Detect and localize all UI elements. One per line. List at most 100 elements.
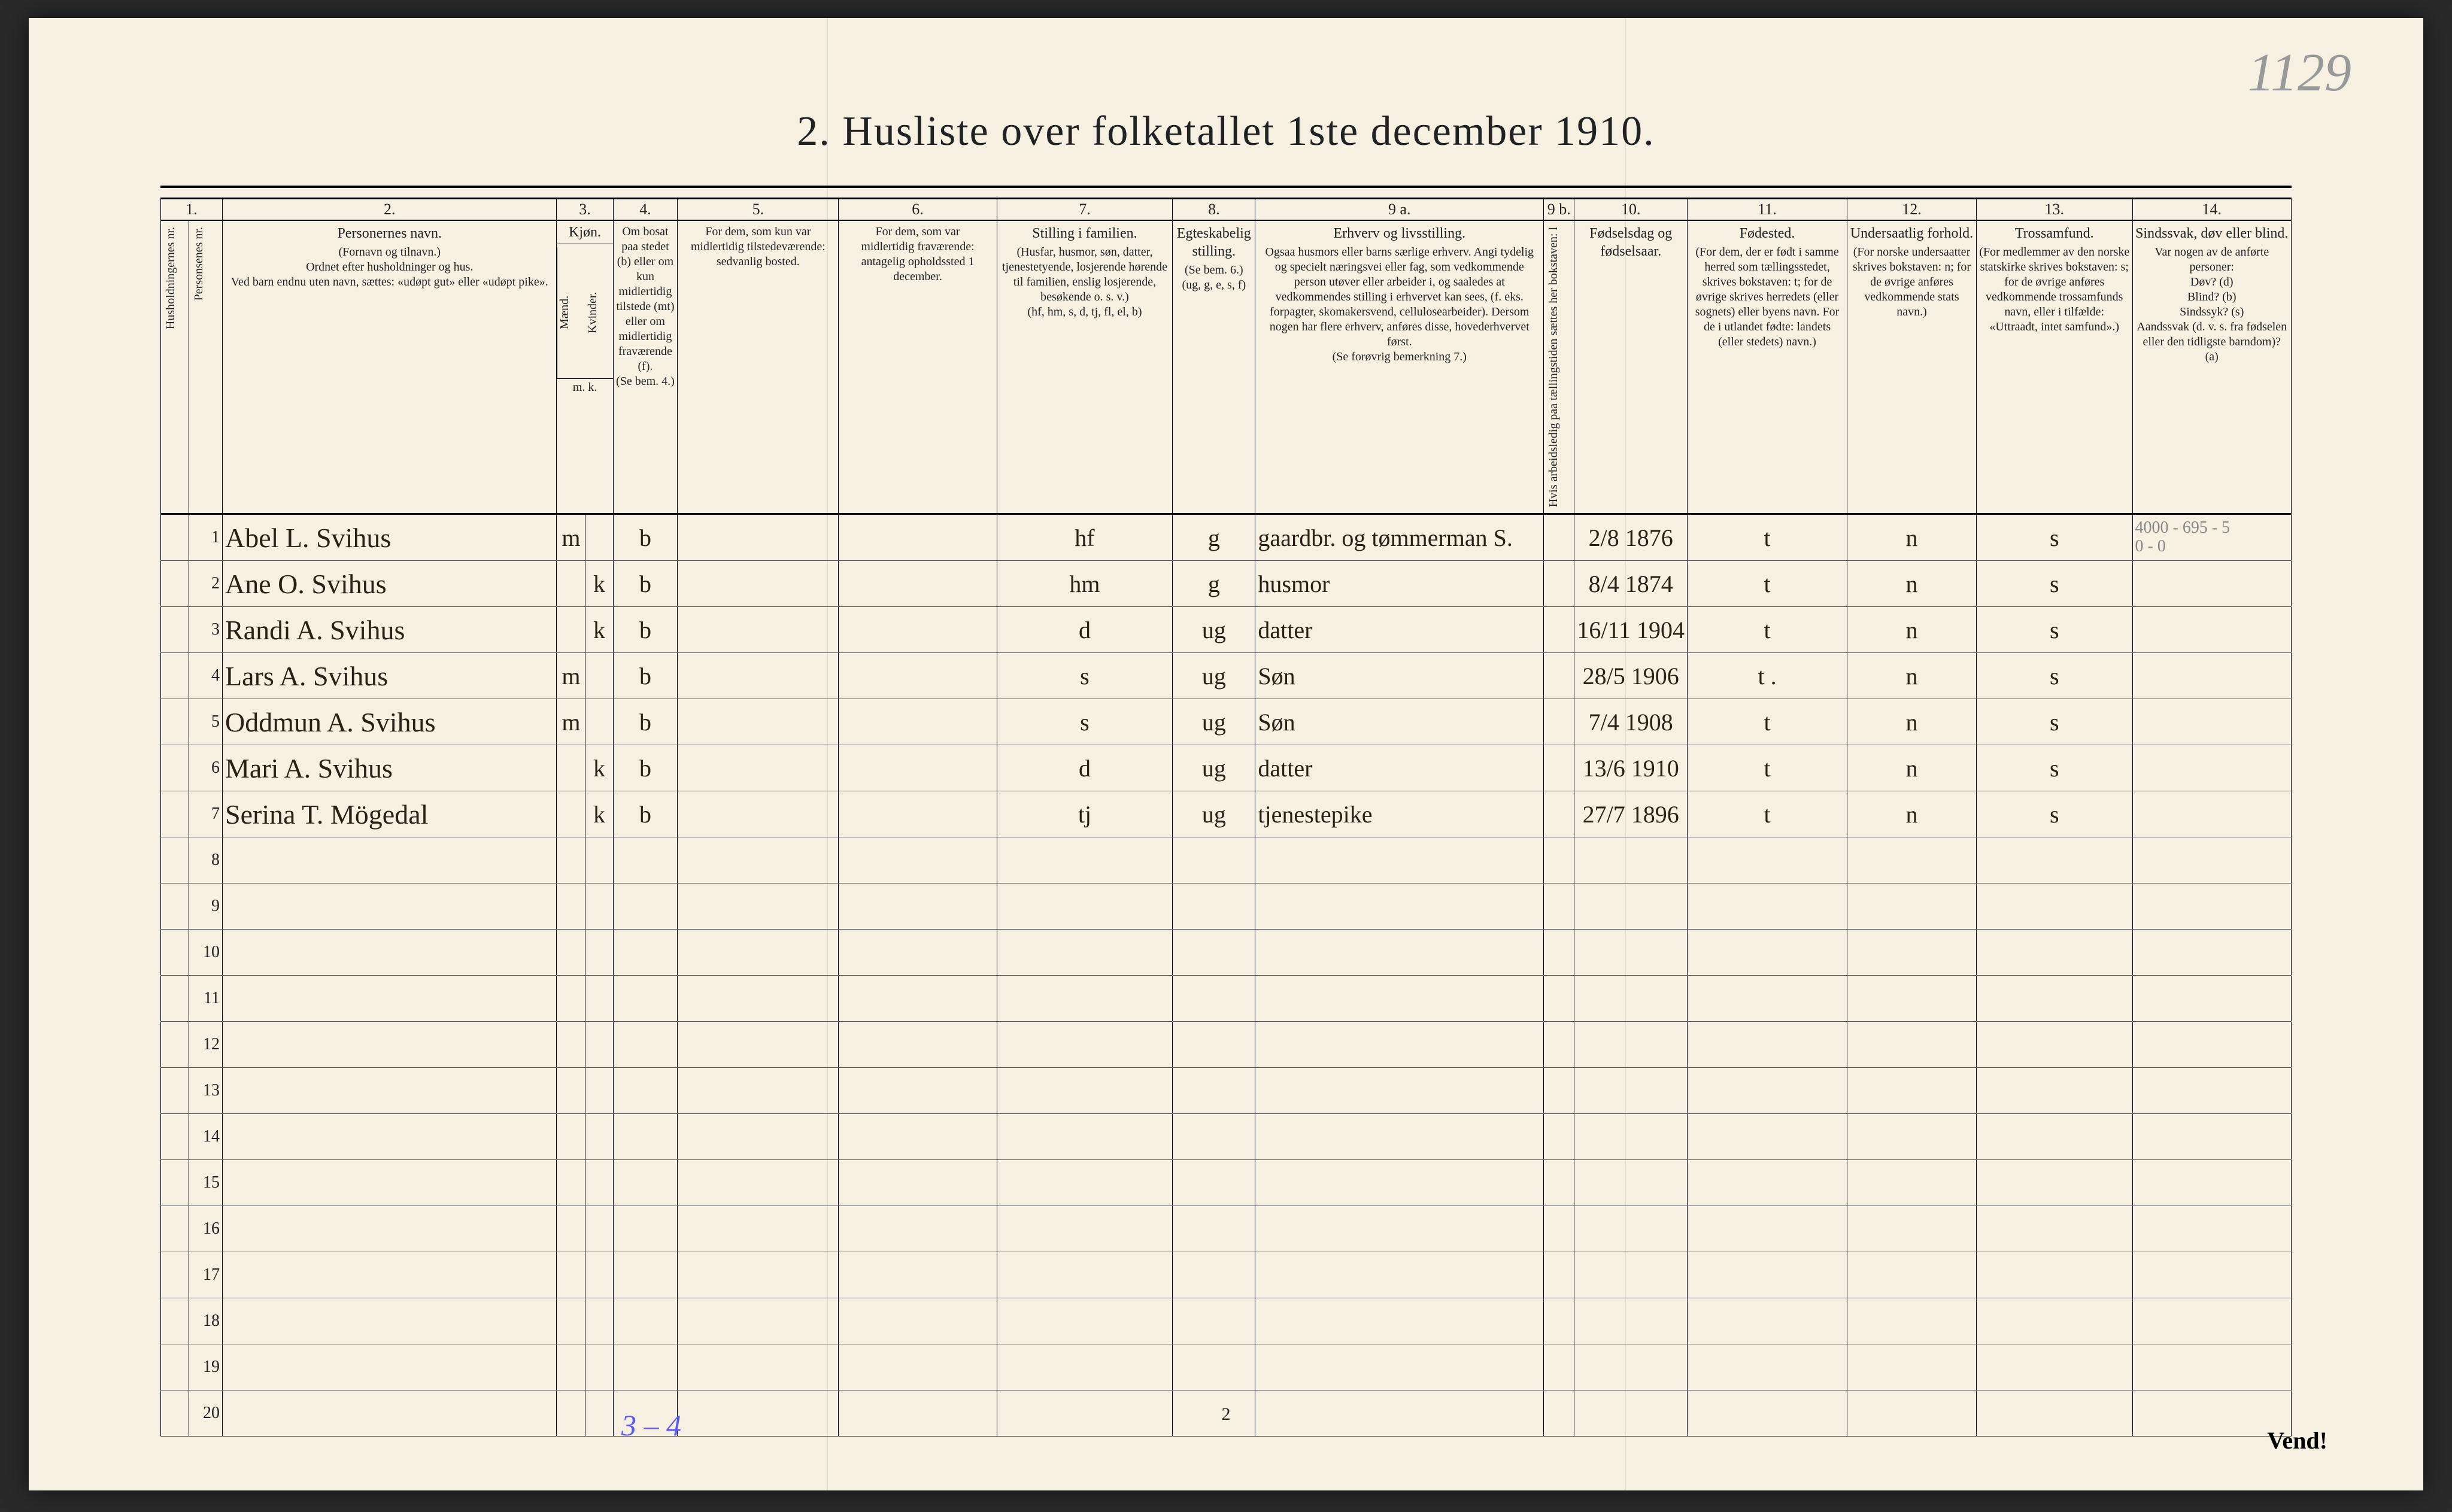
hdr-5-body: For dem, som kun var midlertidig tilsted…	[691, 225, 826, 268]
cell-empty	[997, 1252, 1173, 1298]
cell-m	[557, 561, 585, 607]
cell-empty	[223, 837, 557, 883]
cell-empty	[1255, 1160, 1544, 1206]
colnum-2: 2.	[223, 199, 557, 221]
cell-empty	[1688, 883, 1847, 930]
hdr-11: Fødested. (For dem, der er født i samme …	[1688, 220, 1847, 514]
colnum-4: 4.	[613, 199, 678, 221]
cell-empty	[1574, 1252, 1688, 1298]
table-row-empty: 17	[161, 1252, 2292, 1298]
hdr-14-body: Var nogen av de anførte personer: Døv? (…	[2137, 245, 2287, 363]
cell-empty	[1976, 1252, 2132, 1298]
cell-fodested: t	[1688, 561, 1847, 607]
cell-empty	[1688, 1160, 1847, 1206]
cell-hush	[161, 1206, 189, 1252]
cell-bosat: b	[613, 561, 678, 607]
cell-empty	[1544, 837, 1574, 883]
cell-undersaat: n	[1847, 745, 1977, 791]
cell-empty	[613, 976, 678, 1022]
cell-empty	[1255, 1068, 1544, 1114]
cell-row-number: 14	[189, 1114, 222, 1160]
cell-empty	[557, 1298, 585, 1344]
table-row-empty: 8	[161, 837, 2292, 883]
table-row-empty: 15	[161, 1160, 2292, 1206]
cell-undersaat: n	[1847, 514, 1977, 561]
cell-empty	[557, 1206, 585, 1252]
cell-empty	[1976, 1344, 2132, 1390]
cell-stilling: hf	[997, 514, 1173, 561]
cell-k	[585, 699, 613, 745]
cell-bosat: b	[613, 607, 678, 653]
cell-empty	[1688, 1206, 1847, 1252]
cell-trossamfund: s	[1976, 699, 2132, 745]
cell-5	[678, 791, 839, 837]
vend-label: Vend!	[2267, 1426, 2327, 1455]
cell-empty	[557, 1160, 585, 1206]
cell-empty	[839, 837, 997, 883]
colnum-6: 6.	[839, 199, 997, 221]
cell-empty	[1976, 1022, 2132, 1068]
table-row: 2Ane O. Svihuskbhmghusmor8/4 1874tns	[161, 561, 2292, 607]
hdr-13: Trossamfund. (For medlemmer av den norsk…	[1976, 220, 2132, 514]
cell-empty	[1173, 1344, 1255, 1390]
cell-erhverv: gaardbr. og tømmerman S.	[1255, 514, 1544, 561]
cell-empty	[613, 1206, 678, 1252]
cell-fodselsdato: 8/4 1874	[1574, 561, 1688, 607]
cell-empty	[1574, 930, 1688, 976]
cell-empty	[839, 1022, 997, 1068]
cell-6	[839, 699, 997, 745]
cell-empty	[1544, 1068, 1574, 1114]
cell-fodested: t	[1688, 745, 1847, 791]
table-row-empty: 9	[161, 883, 2292, 930]
table-row: 4Lars A. SvihusmbsugSøn28/5 1906t .ns	[161, 653, 2292, 699]
cell-empty	[839, 1114, 997, 1160]
cell-m: m	[557, 514, 585, 561]
cell-empty	[1976, 883, 2132, 930]
hdr-bosat-body: Om bosat paa stedet (b) eller om kun mid…	[616, 225, 675, 388]
cell-empty	[1173, 1114, 1255, 1160]
colnum-9b: 9 b.	[1544, 199, 1574, 221]
cell-empty	[1976, 1206, 2132, 1252]
cell-empty	[1544, 1252, 1574, 1298]
cell-name: Serina T. Mögedal	[223, 791, 557, 837]
cell-fodested: t .	[1688, 653, 1847, 699]
cell-hush	[161, 1252, 189, 1298]
cell-m	[557, 745, 585, 791]
cell-hush	[161, 699, 189, 745]
cell-empty	[1847, 1206, 1977, 1252]
cell-14	[2132, 561, 2292, 607]
cell-empty	[839, 976, 997, 1022]
colnum-10: 10.	[1574, 199, 1688, 221]
cell-empty	[1976, 1068, 2132, 1114]
census-table: 1. 2. 3. 4. 5. 6. 7. 8. 9 a. 9 b. 10. 11…	[160, 198, 2292, 1437]
cell-empty	[1847, 1344, 1977, 1390]
cell-empty	[613, 1160, 678, 1206]
cell-fodselsdato: 13/6 1910	[1574, 745, 1688, 791]
cell-empty	[1976, 1298, 2132, 1344]
hdr-name: Personernes navn. (Fornavn og tilnavn.) …	[223, 220, 557, 514]
cell-empty	[997, 1022, 1173, 1068]
cell-row-number: 8	[189, 837, 222, 883]
column-number-row: 1. 2. 3. 4. 5. 6. 7. 8. 9 a. 9 b. 10. 11…	[161, 199, 2292, 221]
cell-empty	[1255, 1252, 1544, 1298]
cell-14	[2132, 607, 2292, 653]
cell-empty	[997, 930, 1173, 976]
colnum-9a: 9 a.	[1255, 199, 1544, 221]
cell-name: Ane O. Svihus	[223, 561, 557, 607]
cell-empty	[1574, 1022, 1688, 1068]
cell-empty	[2132, 1068, 2292, 1114]
cell-empty	[1544, 930, 1574, 976]
cell-empty	[1847, 1068, 1977, 1114]
cell-row-number: 3	[189, 607, 222, 653]
cell-empty	[223, 1068, 557, 1114]
cell-empty	[678, 837, 839, 883]
cell-k: k	[585, 607, 613, 653]
colnum-12: 12.	[1847, 199, 1977, 221]
cell-empty	[557, 1252, 585, 1298]
cell-hush	[161, 1114, 189, 1160]
hdr-10-strong: Fødselsdag og fødselsaar.	[1577, 224, 1685, 260]
hdr-name-strong: Personernes navn.	[225, 224, 554, 242]
cell-fodested: t	[1688, 791, 1847, 837]
colnum-11: 11.	[1688, 199, 1847, 221]
cell-row-number: 16	[189, 1206, 222, 1252]
